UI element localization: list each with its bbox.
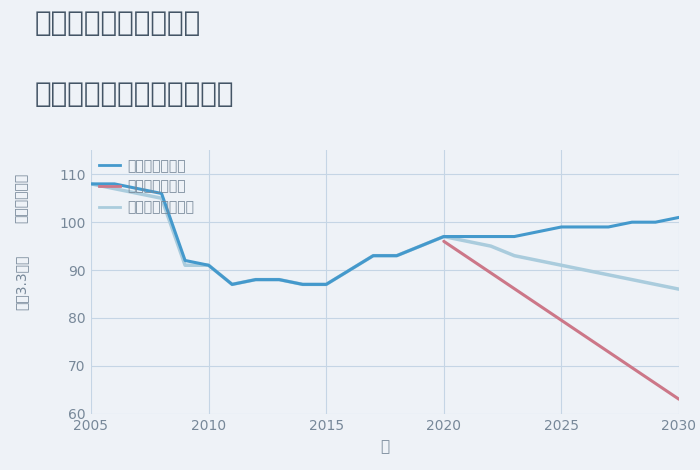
ノーマルシナリオ [298, 282, 307, 287]
グッドシナリオ [346, 267, 354, 273]
グッドシナリオ [251, 277, 260, 282]
ノーマルシナリオ [322, 282, 330, 287]
グッドシナリオ [275, 277, 284, 282]
グッドシナリオ [581, 224, 589, 230]
Text: 奈良県橿原市曽我町の: 奈良県橿原市曽我町の [35, 9, 202, 38]
グッドシナリオ [463, 234, 472, 239]
グッドシナリオ [228, 282, 237, 287]
グッドシナリオ [440, 234, 448, 239]
グッドシナリオ [651, 219, 659, 225]
Line: ノーマルシナリオ: ノーマルシナリオ [91, 184, 679, 289]
ノーマルシナリオ [533, 258, 542, 263]
ノーマルシナリオ [275, 277, 284, 282]
ノーマルシナリオ [463, 238, 472, 244]
グッドシナリオ [628, 219, 636, 225]
バッドシナリオ [675, 396, 683, 402]
グッドシナリオ [87, 181, 95, 187]
ノーマルシナリオ [158, 196, 166, 201]
グッドシナリオ [204, 262, 213, 268]
ノーマルシナリオ [87, 181, 95, 187]
グッドシナリオ [298, 282, 307, 287]
グッドシナリオ [416, 243, 424, 249]
X-axis label: 年: 年 [380, 439, 390, 454]
Text: 単価（万円）: 単価（万円） [14, 172, 28, 222]
ノーマルシナリオ [251, 277, 260, 282]
グッドシナリオ [510, 234, 519, 239]
ノーマルシナリオ [510, 253, 519, 258]
ノーマルシナリオ [675, 286, 683, 292]
ノーマルシナリオ [581, 267, 589, 273]
ノーマルシナリオ [111, 186, 119, 191]
グッドシナリオ [322, 282, 330, 287]
バッドシナリオ [440, 238, 448, 244]
グッドシナリオ [675, 215, 683, 220]
ノーマルシナリオ [228, 282, 237, 287]
Line: バッドシナリオ: バッドシナリオ [444, 241, 679, 399]
グッドシナリオ [181, 258, 189, 263]
グッドシナリオ [533, 229, 542, 235]
グッドシナリオ [158, 191, 166, 196]
Text: 平（3.3㎡）: 平（3.3㎡） [14, 254, 28, 310]
グッドシナリオ [486, 234, 495, 239]
グッドシナリオ [134, 186, 142, 191]
ノーマルシナリオ [486, 243, 495, 249]
ノーマルシナリオ [369, 253, 377, 258]
ノーマルシナリオ [181, 262, 189, 268]
ノーマルシナリオ [416, 243, 424, 249]
ノーマルシナリオ [628, 277, 636, 282]
ノーマルシナリオ [393, 253, 401, 258]
ノーマルシナリオ [651, 282, 659, 287]
グッドシナリオ [111, 181, 119, 187]
グッドシナリオ [604, 224, 612, 230]
グッドシナリオ [393, 253, 401, 258]
ノーマルシナリオ [204, 262, 213, 268]
ノーマルシナリオ [557, 262, 566, 268]
ノーマルシナリオ [440, 234, 448, 239]
グッドシナリオ [369, 253, 377, 258]
グッドシナリオ [557, 224, 566, 230]
ノーマルシナリオ [346, 267, 354, 273]
Legend: グッドシナリオ, バッドシナリオ, ノーマルシナリオ: グッドシナリオ, バッドシナリオ, ノーマルシナリオ [94, 153, 200, 220]
ノーマルシナリオ [604, 272, 612, 278]
Line: グッドシナリオ: グッドシナリオ [91, 184, 679, 284]
ノーマルシナリオ [134, 191, 142, 196]
Text: 中古マンションの価格推移: 中古マンションの価格推移 [35, 80, 235, 108]
